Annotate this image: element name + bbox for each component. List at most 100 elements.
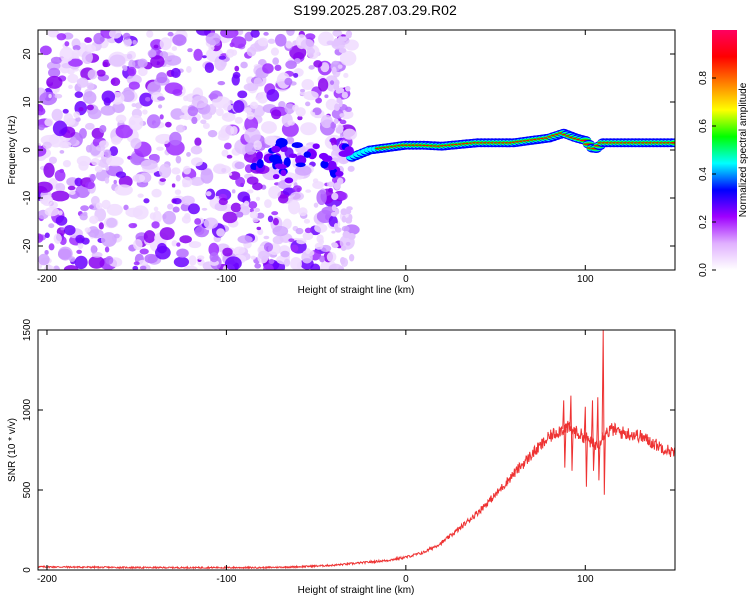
noise-blob — [316, 234, 324, 243]
noise-blob — [220, 124, 235, 137]
noise-blob — [263, 235, 270, 240]
noise-blob — [315, 97, 322, 104]
noise-blob — [313, 60, 323, 68]
noise-blob — [187, 106, 199, 117]
colorbar-tick: 0.4 — [698, 167, 716, 181]
colorbar-tick: 0.6 — [698, 119, 716, 133]
noise-blob — [345, 85, 351, 92]
noise-blob — [128, 59, 136, 69]
noise-blob — [115, 171, 127, 178]
noise-blob — [267, 38, 276, 44]
noise-blob — [302, 231, 314, 241]
y-tick: 1500 — [22, 318, 675, 341]
noise-blob — [237, 90, 248, 99]
noise-blob — [164, 55, 182, 66]
noise-blob — [132, 173, 146, 183]
x-tick-label: -100 — [216, 574, 236, 585]
noise-blob — [333, 37, 340, 46]
noise-blob — [267, 215, 274, 223]
noise-blob — [330, 121, 337, 129]
noise-blob — [162, 210, 176, 225]
noise-blob — [146, 114, 161, 129]
ridge-segment — [338, 150, 351, 157]
noise-blob — [48, 223, 55, 229]
noise-blob — [104, 177, 110, 184]
noise-blob — [335, 128, 344, 134]
noise-blob — [203, 217, 219, 229]
noise-blob — [48, 156, 58, 164]
noise-blob — [296, 238, 307, 245]
noise-blob — [341, 91, 349, 99]
noise-blob — [246, 176, 259, 185]
noise-blob — [84, 44, 97, 53]
noise-blob — [320, 62, 330, 73]
ridge-segment — [295, 155, 307, 165]
noise-blob — [243, 200, 250, 207]
noise-blob — [288, 137, 294, 143]
noise-blob — [340, 208, 348, 216]
noise-blob — [339, 256, 346, 265]
noise-blob — [179, 114, 188, 120]
noise-blob — [50, 190, 70, 202]
noise-blob — [233, 246, 246, 255]
noise-blob — [61, 141, 72, 149]
noise-blob — [341, 215, 347, 223]
noise-blob — [73, 111, 80, 119]
noise-blob — [68, 58, 83, 67]
noise-blob — [319, 255, 326, 263]
noise-blob — [82, 91, 97, 105]
noise-blob — [132, 39, 137, 45]
noise-blob — [256, 212, 265, 219]
noise-blob — [132, 265, 139, 270]
noise-blob — [216, 228, 225, 237]
noise-blob — [272, 235, 284, 245]
noise-blob — [345, 208, 352, 215]
ridge-segment — [291, 142, 303, 149]
noise-blob — [59, 168, 65, 174]
noise-blob — [305, 101, 311, 107]
noise-blob — [166, 139, 185, 156]
noise-blob — [274, 64, 282, 71]
noise-blob — [222, 211, 238, 224]
noise-blob — [250, 255, 256, 260]
noise-blob — [222, 103, 233, 111]
noise-blob — [331, 242, 338, 247]
noise-blob — [171, 183, 176, 188]
noise-blob — [106, 156, 124, 167]
noise-blob — [39, 91, 58, 106]
noise-blob — [85, 122, 95, 130]
snr-series-line — [38, 330, 675, 570]
noise-blob — [47, 30, 60, 38]
snr-y-ticks: 0 500 1000 1500 — [22, 318, 675, 573]
noise-blob — [167, 203, 174, 210]
colorbar-tick: 0.0 — [698, 263, 716, 277]
ridge-segment — [268, 154, 281, 163]
noise-blob — [104, 149, 112, 158]
y-tick: 0 — [22, 567, 675, 573]
ridge-segment — [271, 145, 281, 153]
noise-blob — [207, 130, 218, 138]
noise-blob — [301, 250, 313, 264]
noise-blob — [215, 107, 224, 117]
noise-blob — [335, 79, 340, 86]
y-tick: 1000 — [22, 398, 675, 421]
noise-blob — [274, 33, 287, 47]
noise-blob — [109, 146, 119, 157]
noise-blob — [172, 206, 180, 213]
noise-blob — [221, 112, 236, 122]
y-tick: -10 — [22, 190, 675, 205]
noise-blob — [88, 205, 94, 210]
noise-blob — [226, 154, 233, 159]
noise-blob — [139, 248, 149, 255]
noise-blob — [186, 66, 192, 73]
noise-blob — [139, 265, 147, 270]
noise-blob — [348, 254, 355, 262]
snr-frame — [37, 329, 676, 571]
noise-blob — [89, 173, 96, 182]
noise-blob — [234, 65, 240, 72]
noise-blob — [205, 191, 212, 197]
colorbar-gradient — [712, 30, 737, 270]
noise-blob — [88, 255, 105, 269]
noise-blob — [271, 211, 279, 216]
noise-blob — [159, 37, 172, 51]
